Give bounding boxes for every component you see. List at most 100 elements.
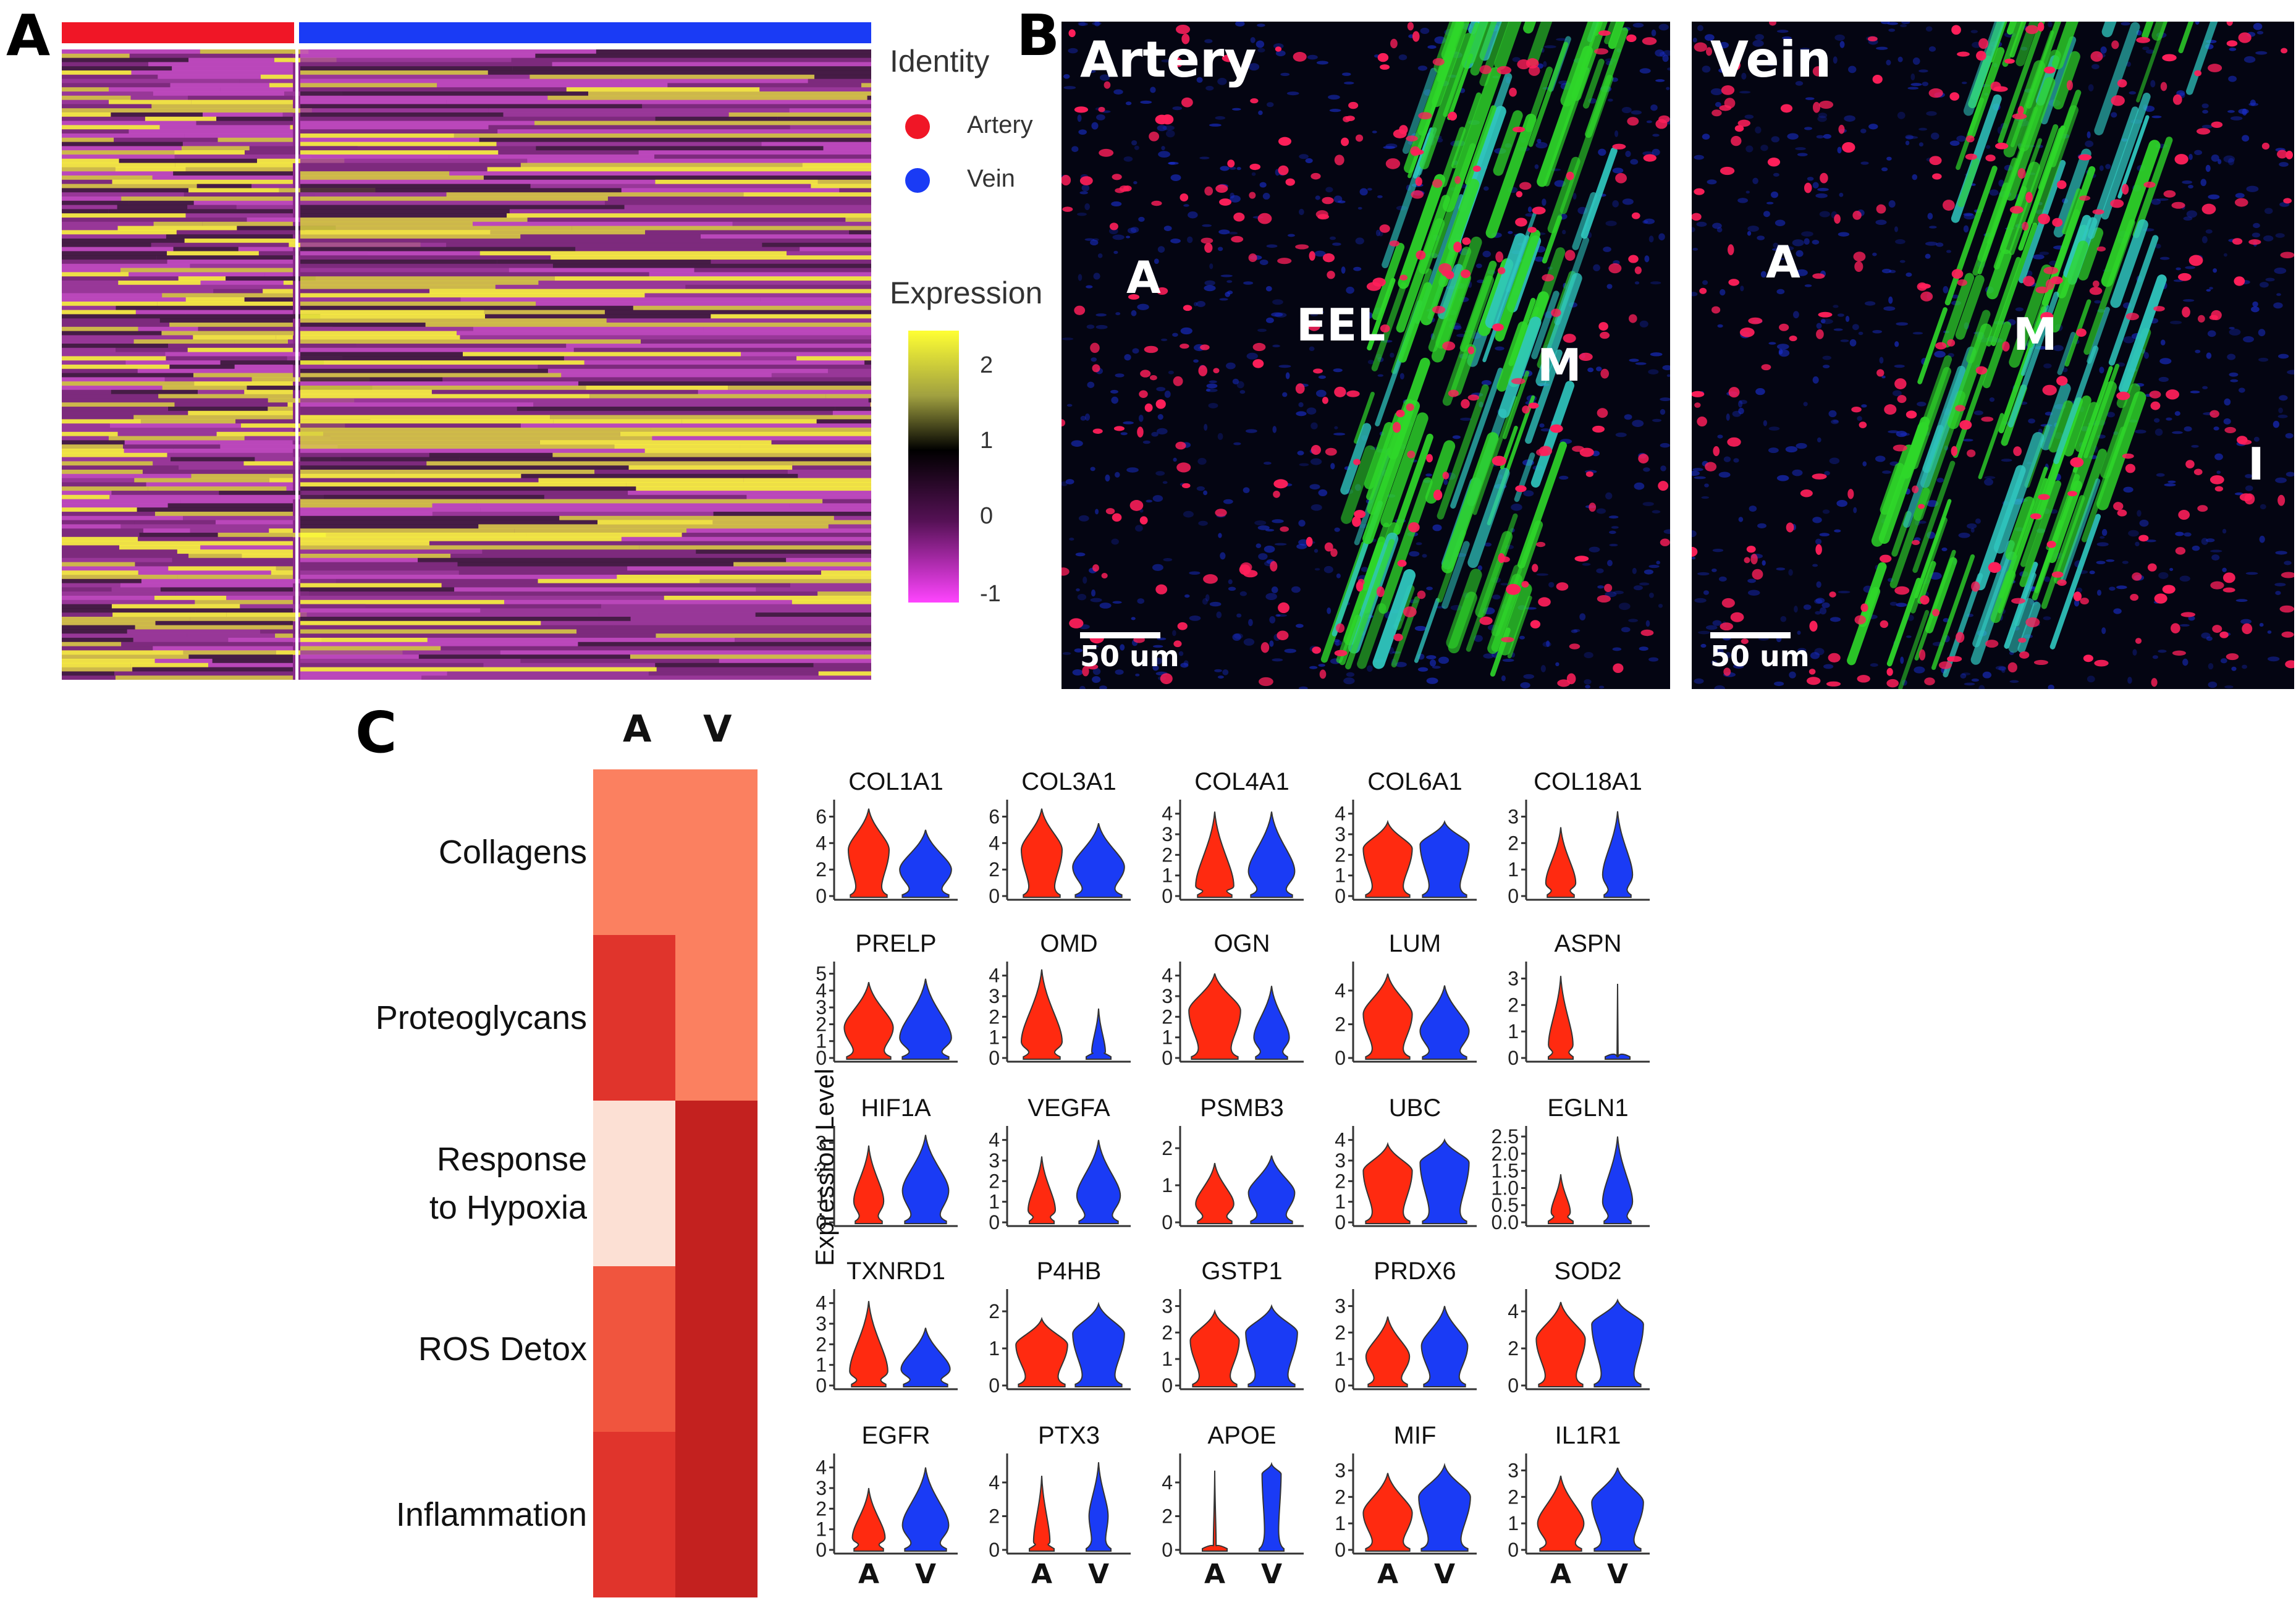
y-tick-label: 1 bbox=[1335, 1512, 1346, 1534]
y-tick-label: 6 bbox=[989, 805, 1000, 827]
tissue-speckle bbox=[1237, 167, 1241, 170]
heatmap-cell bbox=[614, 444, 740, 449]
vein-fluorescence-image: Vein A M I 50 um bbox=[1692, 22, 2294, 689]
heatmap-cell bbox=[156, 255, 293, 260]
nucleus bbox=[2175, 154, 2188, 164]
tissue-speckle bbox=[1272, 586, 1278, 593]
tissue-speckle bbox=[1860, 161, 1868, 164]
heatmap-cell bbox=[744, 192, 871, 197]
nucleus bbox=[1515, 485, 1526, 492]
y-tick-label: 1 bbox=[1508, 1512, 1519, 1534]
nucleus bbox=[1432, 179, 1442, 188]
nucleus bbox=[1957, 52, 1970, 57]
nucleus bbox=[2038, 494, 2050, 500]
heatmap-cell bbox=[300, 541, 429, 546]
heatmap-cell bbox=[300, 365, 421, 369]
tissue-speckle bbox=[1607, 560, 1613, 566]
nucleus bbox=[1250, 98, 1258, 103]
nucleus bbox=[2219, 632, 2228, 638]
heatmap-cell bbox=[219, 491, 302, 495]
tissue-speckle bbox=[1427, 45, 1436, 49]
heatmap-cell bbox=[487, 167, 871, 171]
nucleus bbox=[1343, 116, 1350, 122]
nucleus bbox=[1804, 183, 1812, 193]
violin-plot-lum: LUM024 bbox=[1335, 930, 1477, 1069]
tissue-speckle bbox=[1694, 598, 1706, 603]
tissue-speckle bbox=[1272, 426, 1277, 433]
heatmap-cell bbox=[300, 617, 631, 621]
heatmap-cell bbox=[651, 428, 871, 432]
heatmap-cell bbox=[135, 562, 293, 567]
tissue-speckle bbox=[1749, 506, 1757, 512]
violin-vein bbox=[1249, 1156, 1295, 1224]
heatmap-cell bbox=[169, 323, 293, 327]
tissue-speckle bbox=[1792, 470, 1802, 476]
heatmap-cell bbox=[300, 428, 651, 432]
heatmap-cell bbox=[129, 201, 194, 205]
pathway-heatmap: A V bbox=[593, 769, 758, 1597]
violin-gene-title: UBC bbox=[1389, 1094, 1441, 1122]
heatmap-cell bbox=[247, 218, 300, 222]
nucleus bbox=[1635, 266, 1642, 274]
heatmap-cell bbox=[168, 344, 237, 348]
nucleus bbox=[2070, 457, 2083, 467]
heatmap-cell bbox=[300, 104, 642, 108]
tissue-speckle bbox=[1737, 198, 1748, 203]
nucleus bbox=[2111, 95, 2125, 106]
y-tick-label: 0 bbox=[1335, 1047, 1346, 1069]
nucleus bbox=[1416, 250, 1425, 260]
heatmap-cell bbox=[300, 537, 622, 541]
tissue-speckle bbox=[1482, 251, 1491, 258]
violin-gene-title: GSTP1 bbox=[1201, 1258, 1282, 1285]
nucleus bbox=[1396, 410, 1404, 417]
artery-image-title: Artery bbox=[1080, 35, 1256, 85]
tissue-speckle bbox=[2258, 358, 2268, 362]
nucleus bbox=[2182, 307, 2190, 317]
expression-heatmap bbox=[62, 22, 871, 680]
tissue-speckle bbox=[1314, 549, 1318, 552]
tissue-speckle bbox=[1712, 223, 1722, 229]
nucleus bbox=[1697, 417, 1707, 426]
tissue-speckle bbox=[1642, 220, 1648, 224]
tissue-speckle bbox=[1898, 57, 1903, 62]
heatmap-cell bbox=[62, 646, 153, 651]
heatmap-cell bbox=[446, 243, 762, 247]
tissue-speckle bbox=[1310, 423, 1318, 429]
heatmap-cell bbox=[188, 411, 293, 415]
heatmap-cell bbox=[553, 419, 682, 423]
nucleus bbox=[2151, 402, 2161, 410]
nucleus bbox=[1876, 205, 1886, 214]
heatmap-cell bbox=[787, 251, 871, 255]
heatmap-cell bbox=[245, 297, 293, 302]
tissue-speckle bbox=[1703, 590, 1709, 595]
nucleus bbox=[1976, 366, 1987, 375]
tissue-speckle bbox=[1697, 572, 1709, 575]
tissue-speckle bbox=[1711, 88, 1723, 95]
heatmap-cell bbox=[300, 129, 497, 133]
heatmap-cell bbox=[300, 117, 656, 121]
tissue-speckle bbox=[1724, 456, 1731, 462]
heatmap-cell bbox=[62, 549, 177, 554]
scale-bar bbox=[1710, 632, 1791, 638]
tissue-speckle bbox=[1859, 332, 1863, 336]
heatmap-cell bbox=[235, 339, 288, 344]
tissue-speckle bbox=[1071, 146, 1078, 152]
nucleus bbox=[1334, 387, 1346, 397]
tissue-speckle bbox=[1747, 231, 1751, 236]
tissue-speckle bbox=[1886, 157, 1892, 161]
tissue-speckle bbox=[1272, 658, 1283, 661]
tissue-speckle bbox=[1905, 135, 1913, 140]
nucleus bbox=[1406, 135, 1418, 142]
tissue-speckle bbox=[1503, 659, 1514, 662]
tissue-speckle bbox=[1233, 442, 1241, 446]
tissue-speckle bbox=[1931, 133, 1939, 140]
heatmap-cell bbox=[504, 112, 729, 117]
nucleus bbox=[1160, 673, 1173, 684]
nucleus bbox=[1156, 399, 1166, 409]
tissue-speckle bbox=[1971, 30, 1978, 33]
heatmap-cell bbox=[526, 533, 682, 537]
violin-vein bbox=[1422, 1306, 1468, 1387]
tissue-speckle bbox=[1460, 418, 1472, 421]
heatmap-cell bbox=[300, 533, 526, 537]
tissue-speckle bbox=[1181, 328, 1192, 334]
